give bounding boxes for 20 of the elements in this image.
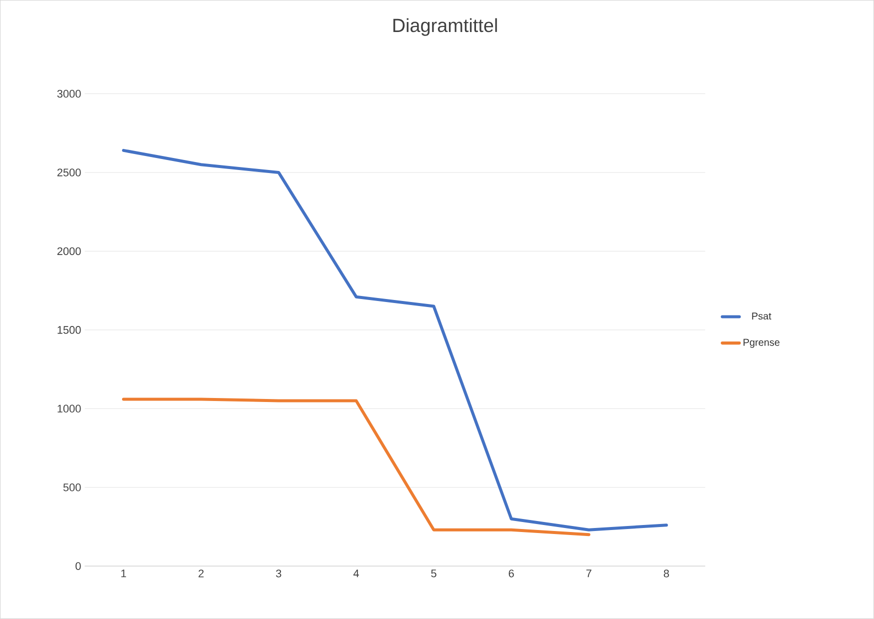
chart-title: Diagramtittel	[393, 18, 497, 36]
y-tick-label: 1000	[58, 404, 81, 413]
line-series	[122, 398, 590, 536]
x-tick-label: 5	[431, 570, 436, 578]
legend-label: Pgrense	[744, 338, 780, 348]
x-tick-label: 2	[198, 570, 204, 578]
y-tick-label: 3000	[57, 90, 81, 98]
x-tick-label: 1	[121, 570, 126, 578]
y-tick-label: 2000	[57, 247, 81, 256]
y-tick-label: 1500	[58, 326, 81, 334]
x-tick-label: 4	[353, 570, 359, 578]
y-tick-label: 500	[63, 484, 81, 492]
y-tick-label: 2500	[57, 168, 81, 176]
x-tick-label: 7	[586, 570, 592, 578]
x-tick-label: 3	[276, 570, 282, 578]
x-tick-label: 8	[664, 570, 669, 578]
y-tick-label: 0	[76, 562, 81, 570]
legend-label: Psat	[752, 312, 772, 320]
line-series	[122, 149, 668, 532]
x-tick-label: 6	[508, 570, 514, 578]
